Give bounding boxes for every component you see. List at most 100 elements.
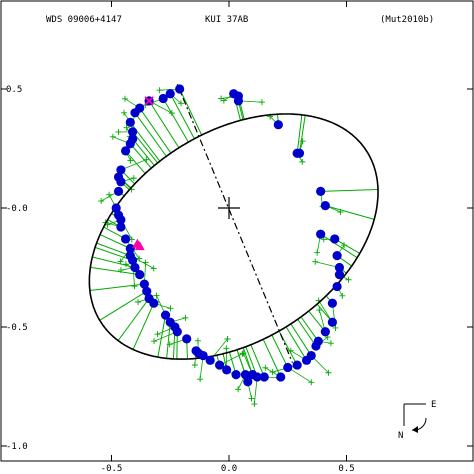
- measurement-cross: [150, 265, 157, 272]
- observation-point: [160, 310, 171, 320]
- rotation-arrow-icon: [411, 417, 427, 431]
- compass-north-label: N: [398, 431, 403, 441]
- residual-line: [290, 323, 312, 356]
- measurement-cross: [312, 258, 319, 265]
- measurement-cross: [325, 369, 332, 376]
- plot-frame: [0, 0, 474, 462]
- measurement-cross: [115, 128, 122, 135]
- observation-point: [243, 377, 253, 387]
- residual-line: [132, 302, 155, 350]
- residual-line: [320, 188, 379, 192]
- observation-point: [135, 270, 145, 280]
- measurement-cross: [314, 249, 321, 256]
- measurement-cross: [223, 345, 230, 352]
- measurement-cross: [182, 314, 189, 321]
- residual-line: [132, 138, 155, 166]
- measurement-cross: [98, 198, 105, 205]
- y-tick-label: -0.0: [6, 204, 28, 214]
- measurement-cross: [122, 261, 129, 268]
- measurement-cross: [156, 87, 163, 94]
- header-right-label: (Mut2010b): [380, 15, 434, 25]
- y-tick-label: 0.5: [6, 85, 22, 95]
- x-tick-label: 0.5: [338, 464, 354, 474]
- header-center-label: KUI 37AB: [205, 15, 248, 25]
- residual-line: [250, 344, 265, 378]
- observation-point: [205, 355, 215, 365]
- measurement-cross: [251, 401, 258, 408]
- measurement-cross: [191, 362, 198, 369]
- measurement-cross: [218, 95, 225, 102]
- observation-point: [125, 117, 135, 127]
- observation-point: [142, 286, 152, 296]
- observation-point: [149, 298, 159, 308]
- residual-spoke: [287, 367, 312, 383]
- observation-point: [198, 350, 208, 361]
- observation-point: [330, 234, 340, 244]
- observation-point: [130, 108, 140, 118]
- observation-point: [165, 89, 175, 99]
- residual-line: [157, 315, 167, 358]
- residual-line: [139, 107, 172, 154]
- observation-point: [320, 201, 330, 211]
- observation-point: [313, 336, 323, 346]
- measurement-cross: [151, 338, 158, 345]
- residual-line: [162, 98, 189, 143]
- observation-point: [116, 222, 126, 232]
- measurement-cross: [299, 138, 306, 145]
- measurement-cross: [121, 109, 128, 116]
- observation-layer: [111, 84, 345, 387]
- line-of-nodes: [176, 84, 294, 363]
- measurement-cross: [121, 95, 128, 102]
- residual-line: [129, 143, 152, 169]
- residual-line: [285, 326, 307, 361]
- observation-point: [292, 360, 302, 370]
- observation-point: [128, 127, 138, 137]
- measurement-cross: [345, 276, 352, 283]
- observation-point: [292, 148, 302, 158]
- residual-line: [297, 318, 317, 347]
- residual-line: [296, 114, 303, 154]
- observation-point: [231, 370, 241, 380]
- measurement-cross: [167, 305, 174, 312]
- residual-line: [117, 298, 150, 341]
- observation-point: [182, 334, 192, 344]
- observation-point: [233, 96, 243, 106]
- observation-point: [111, 203, 121, 213]
- measurement-cross: [337, 209, 344, 216]
- observation-point: [240, 370, 251, 380]
- residual-line: [99, 234, 131, 249]
- observation-point: [116, 215, 126, 225]
- residual-line: [134, 112, 167, 157]
- residual-line: [89, 283, 145, 291]
- observation-point: [116, 165, 126, 175]
- observation-point: [327, 317, 337, 327]
- measurement-cross: [131, 283, 138, 290]
- measurement-cross: [224, 336, 231, 343]
- observation-point: [113, 186, 124, 196]
- special-observation-layer: [132, 96, 154, 251]
- compass-east-label: E: [431, 400, 436, 410]
- measurement-cross: [262, 364, 269, 371]
- observation-point: [121, 234, 131, 244]
- measurement-cross: [258, 99, 265, 106]
- measurement-cross: [143, 156, 150, 163]
- measurement-cross: [308, 379, 315, 386]
- measurement-cross: [332, 324, 339, 331]
- observation-point: [128, 255, 138, 265]
- measurement-cross: [178, 100, 185, 107]
- x-tick-label: 0.0: [221, 464, 237, 474]
- star-marker: [144, 96, 154, 106]
- triangle-marker: [134, 241, 145, 251]
- observation-point: [276, 372, 286, 382]
- observation-point: [332, 251, 342, 261]
- observation-point: [130, 262, 140, 273]
- observation-point: [332, 281, 342, 292]
- residual-line: [99, 290, 148, 321]
- observation-point: [306, 350, 316, 361]
- observation-point: [320, 327, 330, 337]
- measurement-cross: [239, 350, 246, 357]
- residual-line: [125, 150, 146, 174]
- measurement-cross: [123, 124, 130, 131]
- compass-rose: E N: [398, 400, 436, 441]
- measurement-cross: [240, 350, 247, 357]
